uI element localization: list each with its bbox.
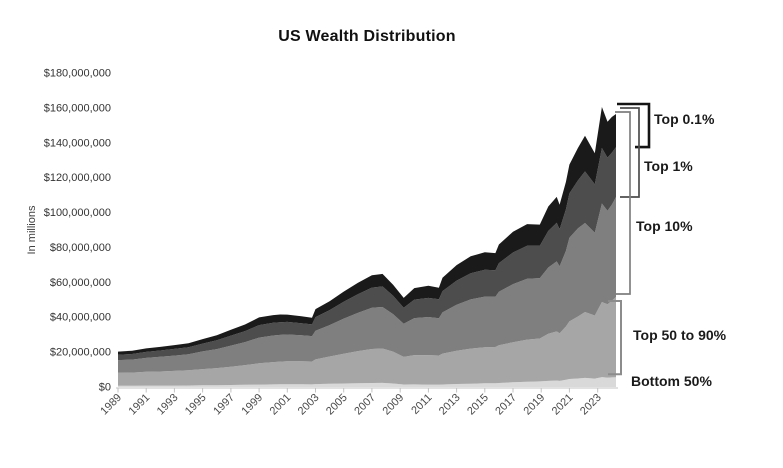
x-axis-tick-label: 1991 <box>127 392 153 418</box>
y-axis-tick-label: $40,000,000 <box>50 312 111 324</box>
bracket-top-0.1-percent <box>617 102 651 149</box>
x-axis-tick-label: 2023 <box>578 392 604 418</box>
y-axis-tick-label: $100,000,000 <box>44 207 111 219</box>
chart-title: US Wealth Distribution <box>278 28 456 45</box>
y-axis-tick-label: $20,000,000 <box>50 347 111 359</box>
area-series-top-0-1- <box>118 107 616 355</box>
x-axis-tick-label: 2015 <box>465 392 491 418</box>
x-axis-tick-label: 2019 <box>522 392 548 418</box>
x-axis-tick-label: 1993 <box>155 392 181 418</box>
x-axis-tick-label: 1989 <box>98 392 124 418</box>
x-axis-tick-label: 2003 <box>296 392 322 418</box>
x-axis-tick-label: 1999 <box>239 392 265 418</box>
x-axis-tick-label: 1997 <box>211 392 237 418</box>
y-axis-tick-label: $140,000,000 <box>44 137 111 149</box>
area-series-top-1- <box>118 147 616 361</box>
area-series-top-50-to-90- <box>118 297 616 386</box>
y-axis-tick-label: $120,000,000 <box>44 172 111 184</box>
x-axis-tick-label: 2001 <box>268 392 294 418</box>
x-axis-tick-label: 2005 <box>324 392 350 418</box>
y-axis-tick-label: $80,000,000 <box>50 242 111 254</box>
x-axis-tick-label: 2011 <box>409 392 434 417</box>
y-axis-tick-label: $180,000,000 <box>44 68 111 80</box>
y-axis-tick-label: $160,000,000 <box>44 102 111 114</box>
annotation-top-50-to-90: Top 50 to 90% <box>633 327 727 343</box>
area-series-bottom-50- <box>118 377 616 387</box>
annotation-top-10-percent: Top 10% <box>636 218 693 234</box>
annotation-top-1-percent: Top 1% <box>644 158 693 174</box>
y-axis-tick-label: $60,000,000 <box>50 277 111 289</box>
x-axis-tick-label: 2007 <box>352 392 378 418</box>
y-axis-tick-label: $0 <box>99 382 111 394</box>
x-axis-tick-label: 1995 <box>183 392 209 418</box>
annotation-top-0.1-percent: Top 0.1% <box>654 111 715 127</box>
annotation-bottom-50-percent: Bottom 50% <box>631 373 712 389</box>
x-axis-tick-label: 2009 <box>381 392 407 418</box>
x-axis-tick-label: 2021 <box>550 392 576 418</box>
x-axis-tick-label: 2013 <box>437 392 463 418</box>
area-series-top-10- <box>118 197 616 373</box>
bracket-top-10-percent <box>615 111 631 295</box>
bracket-top-50-to-90 <box>608 300 622 376</box>
x-axis-tick-label: 2017 <box>493 392 519 418</box>
